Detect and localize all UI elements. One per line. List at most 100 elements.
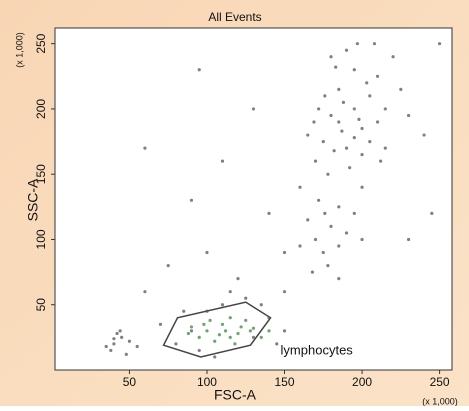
event-point (205, 250, 209, 255)
event-point (118, 329, 122, 333)
event-point (186, 331, 190, 336)
event-point (317, 198, 321, 202)
event-point (236, 331, 240, 336)
event-point (267, 329, 271, 333)
event-point (399, 87, 403, 91)
event-point (357, 117, 361, 121)
y-tick-label: 250 (34, 33, 48, 53)
event-point (213, 355, 217, 359)
event-point (313, 159, 318, 163)
plot-area (54, 27, 453, 371)
event-point (220, 322, 225, 326)
event-point (383, 146, 387, 150)
event-point (213, 339, 217, 343)
event-point (282, 290, 287, 294)
event-point (355, 42, 360, 46)
x-tick-label: 200 (352, 375, 372, 389)
gate-label: lymphocytes (281, 343, 354, 358)
event-point (124, 352, 128, 356)
event-point (120, 335, 124, 339)
event-point (310, 270, 315, 274)
event-point (391, 55, 395, 59)
event-point (352, 107, 356, 111)
event-point (329, 113, 333, 118)
event-point (344, 48, 349, 52)
event-point (368, 94, 372, 98)
event-point (259, 335, 263, 339)
event-point (368, 139, 372, 144)
event-point (312, 120, 316, 124)
y-tick-label: 150 (34, 164, 48, 184)
event-point (182, 309, 186, 313)
event-point (259, 303, 263, 307)
event-point (174, 342, 178, 346)
event-point (352, 211, 356, 215)
event-point (306, 133, 310, 137)
event-point (251, 107, 256, 111)
event-point (197, 348, 201, 353)
event-point (375, 74, 380, 78)
event-point (337, 244, 341, 248)
event-point (323, 211, 327, 215)
event-point (360, 126, 364, 131)
event-point (379, 159, 383, 163)
event-point (298, 244, 302, 248)
x-tick-label: 250 (430, 375, 450, 389)
event-point (282, 250, 287, 255)
event-point (340, 129, 344, 133)
event-point (337, 87, 341, 91)
y-tick-label: 200 (34, 99, 48, 119)
event-point (334, 65, 338, 69)
event-point (228, 290, 232, 294)
event-point (189, 198, 194, 202)
event-point (217, 333, 221, 337)
event-point (317, 107, 321, 111)
x-tick-label: 50 (123, 375, 137, 389)
event-point (112, 337, 116, 341)
x-tick-label: 150 (275, 375, 295, 389)
event-point (248, 329, 252, 333)
event-point (375, 120, 380, 124)
event-point (275, 342, 279, 346)
y-unit: (x 1,000) (14, 32, 24, 68)
event-point (383, 107, 387, 111)
event-point (233, 342, 237, 346)
event-point (298, 185, 302, 189)
event-point (348, 166, 352, 170)
event-point (329, 224, 333, 229)
event-point (197, 68, 201, 72)
event-point (352, 68, 356, 72)
event-point (365, 81, 369, 85)
event-point (360, 153, 364, 157)
event-point (236, 277, 240, 281)
event-point (344, 231, 349, 235)
event-point (352, 136, 356, 140)
event-point (197, 335, 201, 339)
event-point (282, 329, 287, 333)
event-point (321, 250, 325, 255)
event-point (337, 205, 341, 209)
event-point (344, 146, 349, 150)
event-point (228, 316, 232, 320)
x-axis-label: FSC-A (214, 387, 257, 403)
event-point (406, 237, 411, 242)
event-point (406, 113, 411, 118)
event-point (430, 211, 434, 215)
event-point (422, 133, 426, 137)
event-point (251, 335, 256, 339)
event-point (202, 322, 206, 326)
y-tick-label: 50 (34, 298, 48, 312)
x-unit: (x 1,000) (422, 396, 458, 406)
event-point (239, 325, 243, 329)
event-point (329, 55, 333, 59)
event-point (372, 42, 377, 46)
event-point (166, 263, 170, 268)
event-point (332, 149, 336, 153)
event-point (306, 218, 310, 222)
event-point (205, 329, 209, 333)
event-point (337, 277, 341, 281)
event-point (341, 100, 346, 105)
event-point (267, 316, 271, 320)
chart-title: All Events (208, 10, 261, 24)
